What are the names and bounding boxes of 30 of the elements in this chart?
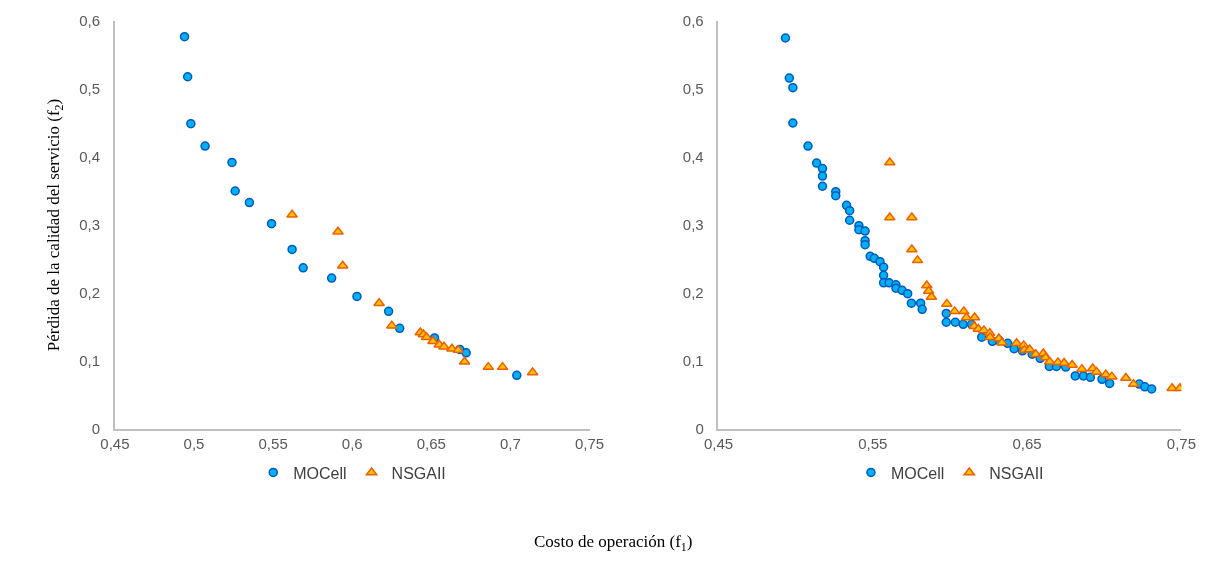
y-tick-label: 0 xyxy=(695,420,704,438)
y-tick-label: 0,6 xyxy=(79,12,101,30)
y-tick-label: 0 xyxy=(91,420,101,438)
legend-label: NSGAII xyxy=(391,464,446,482)
y-tick-label: 0,2 xyxy=(682,284,704,302)
x-tick-label: 0,65 xyxy=(1012,434,1042,452)
legend-label: MOCell xyxy=(890,464,945,482)
x-tick-label: 0,45 xyxy=(703,434,734,452)
x-axis-title: Costo de operación (f$_{1}$) xyxy=(534,532,693,554)
y-tick-label: 0,5 xyxy=(682,80,704,98)
y-tick-label: 0,1 xyxy=(79,352,101,370)
y-tick-label: 0,3 xyxy=(79,216,101,234)
y-tick-label: 0,4 xyxy=(682,148,704,166)
y-tick-label: 0,6 xyxy=(682,12,704,30)
x-tick-label: 0,65 xyxy=(416,434,446,452)
x-tick-label: 0,55 xyxy=(258,434,288,452)
x-tick-label: 0,6 xyxy=(341,434,363,452)
x-tick-label: 0,75 xyxy=(574,434,605,452)
y-tick-label: 0,3 xyxy=(682,216,704,234)
y-tick-label: 0,1 xyxy=(682,352,704,370)
y-tick-label: 0,4 xyxy=(79,148,101,166)
x-tick-label: 0,55 xyxy=(858,434,888,452)
x-tick-label: 0,75 xyxy=(1166,434,1197,452)
legend-label: NSGAII xyxy=(989,464,1044,482)
x-tick-label: 0,7 xyxy=(500,434,521,452)
y-tick-label: 0,2 xyxy=(79,284,101,302)
x-tick-label: 0,45 xyxy=(100,434,130,452)
legend-label: MOCell xyxy=(293,464,347,482)
x-tick-label: 0,5 xyxy=(183,434,205,452)
y-tick-label: 0,5 xyxy=(79,80,101,98)
